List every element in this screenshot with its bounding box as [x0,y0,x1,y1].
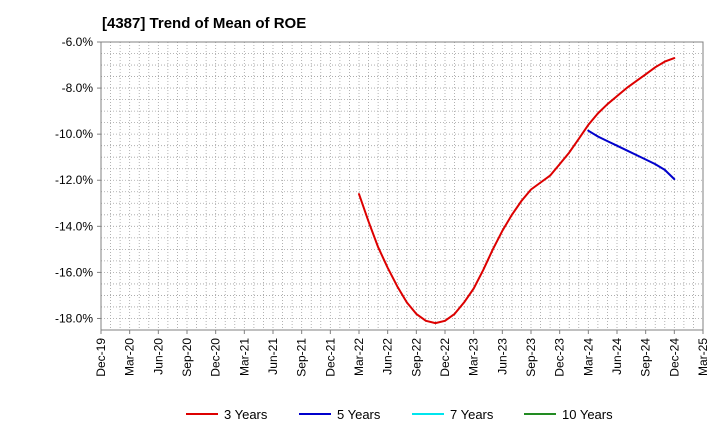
y-tick-label: -12.0% [55,173,93,187]
grid [101,42,703,330]
legend-label-7-years: 7 Years [450,407,494,422]
series-line-3-years [358,57,676,325]
x-tick-label: Sep-21 [295,338,309,377]
x-tick-label: Mar-22 [352,338,366,376]
y-tick-label: -18.0% [55,311,93,325]
legend-label-10-years: 10 Years [562,407,613,422]
y-tick-label: -14.0% [55,219,93,233]
x-tick-label: Jun-24 [610,338,624,375]
x-tick-label: Mar-24 [581,338,595,376]
x-axis: Dec-19 Mar-20 Jun-20 Sep-20 Dec-20 Mar-21 Jun-… [94,330,710,377]
x-tick-label: Mar-25 [696,338,710,376]
y-tick-label: -8.0% [62,81,94,95]
legend: 3 Years 5 Years 7 Years 10 Years [186,407,613,422]
plot-area [100,41,704,331]
y-tick-label: -16.0% [55,265,93,279]
x-tick-label: Dec-21 [323,338,337,377]
y-axis: -6.0% -8.0% -10.0% -12.0% -14.0% -16.0% -18.0% [55,35,101,325]
x-tick-label: Jun-23 [495,338,509,375]
x-tick-label: Mar-20 [123,338,137,376]
legend-label-5-years: 5 Years [337,407,381,422]
y-tick-label: -10.0% [55,127,93,141]
x-tick-label: Dec-23 [553,338,567,377]
series-line-5-years [587,129,676,181]
y-tick-label: -6.0% [62,35,94,49]
x-tick-label: Dec-24 [667,338,681,377]
x-tick-label: Jun-21 [266,338,280,375]
x-tick-label: Dec-19 [94,338,108,377]
x-tick-label: Dec-20 [209,338,223,377]
x-tick-label: Mar-23 [467,338,481,376]
x-tick-label: Jun-20 [151,338,165,375]
x-tick-label: Jun-22 [381,338,395,375]
x-tick-label: Sep-20 [180,338,194,377]
x-tick-label: Sep-22 [409,338,423,377]
x-tick-label: Sep-23 [524,338,538,377]
x-tick-label: Dec-22 [438,338,452,377]
legend-label-3-years: 3 Years [224,407,268,422]
x-tick-label: Sep-24 [639,338,653,377]
x-tick-label: Mar-21 [237,338,251,376]
series-lines [358,57,676,325]
chart-title: [4387] Trend of Mean of ROE [102,15,306,32]
